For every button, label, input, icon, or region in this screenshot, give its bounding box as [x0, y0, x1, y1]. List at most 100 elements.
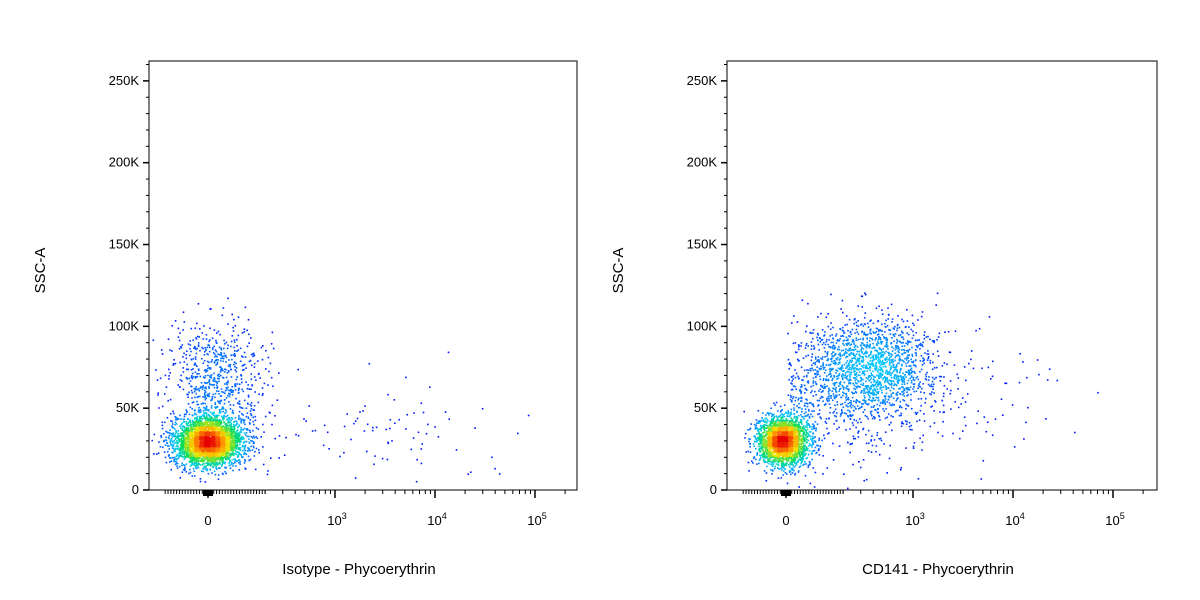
event-dot: [230, 345, 232, 348]
event-dot: [183, 429, 186, 431]
event-dot: [209, 455, 212, 458]
event-dot: [812, 332, 814, 334]
event-dot: [199, 409, 201, 412]
event-dot: [241, 407, 244, 409]
event-dot: [224, 449, 227, 452]
event-dot: [908, 340, 910, 343]
event-dot: [203, 415, 206, 417]
event-dot: [233, 435, 235, 437]
event-dot: [240, 375, 243, 377]
event-dot: [185, 442, 187, 445]
event-dot: [225, 381, 228, 384]
event-dot: [749, 451, 752, 453]
event-dot: [217, 430, 220, 432]
event-dot: [191, 453, 194, 456]
event-dot: [246, 450, 249, 452]
event-dot: [211, 448, 214, 451]
event-dot: [189, 424, 191, 427]
event-dot: [933, 410, 935, 412]
event-dot: [203, 354, 206, 356]
event-dot: [219, 467, 221, 469]
event-dot: [231, 418, 234, 420]
event-dot: [237, 425, 240, 428]
event-dot: [243, 453, 246, 455]
event-dot: [949, 392, 952, 395]
event-dot: [178, 465, 181, 468]
y-tick-label: 100K: [109, 318, 140, 333]
event-dot: [213, 378, 216, 381]
event-dot: [810, 348, 813, 350]
event-dot: [498, 473, 501, 475]
event-dot: [389, 427, 391, 430]
event-dot: [179, 444, 182, 446]
event-dot: [230, 424, 232, 426]
event-dot: [194, 447, 197, 449]
event-dot: [851, 328, 854, 331]
event-dot: [203, 455, 205, 457]
event-dot: [246, 428, 249, 430]
event-dot: [187, 453, 189, 455]
event-dot: [213, 384, 215, 386]
event-dot: [835, 335, 837, 337]
event-dot: [198, 423, 200, 426]
event-dot: [193, 464, 196, 467]
event-dot: [205, 334, 208, 336]
event-dot: [197, 411, 200, 413]
event-dot: [854, 332, 856, 334]
event-dot: [807, 464, 810, 467]
event-dot: [909, 428, 911, 431]
event-dot: [197, 454, 199, 457]
event-dot: [223, 450, 226, 452]
event-dot: [244, 306, 247, 309]
event-dot: [455, 449, 458, 451]
event-dot: [186, 430, 189, 432]
event-dot: [920, 391, 922, 393]
event-dot: [244, 459, 246, 461]
event-dot: [182, 450, 184, 453]
event-dot: [179, 452, 181, 454]
event-dot: [201, 414, 204, 416]
event-dot: [819, 388, 821, 390]
event-dot: [217, 447, 219, 450]
x-tick-label: 105: [527, 511, 546, 528]
event-dot: [182, 448, 184, 451]
event-dot: [229, 428, 232, 431]
event-dot: [172, 445, 175, 447]
event-dot: [232, 404, 235, 406]
event-dot: [205, 433, 208, 436]
event-dot: [926, 371, 928, 374]
event-dot: [190, 450, 192, 453]
event-dot: [208, 432, 211, 434]
event-dot: [213, 431, 216, 433]
event-dot: [196, 396, 199, 399]
event-dot: [180, 441, 183, 443]
event-dot: [217, 330, 220, 333]
event-dot: [234, 355, 236, 357]
event-dot: [219, 426, 222, 429]
event-dot: [208, 414, 210, 417]
event-dot: [235, 437, 237, 440]
event-dot: [812, 467, 815, 469]
event-dot: [227, 442, 229, 445]
event-dot: [213, 428, 215, 430]
event-dot: [929, 393, 931, 395]
event-dot: [214, 419, 216, 422]
event-dot: [912, 445, 915, 448]
event-dot: [1036, 359, 1039, 361]
event-dot: [867, 326, 870, 328]
event-dot: [220, 437, 223, 440]
event-dot: [183, 453, 185, 456]
event-dot: [246, 402, 249, 405]
event-dot: [198, 426, 200, 429]
event-dot: [218, 393, 220, 395]
event-dot: [208, 447, 210, 450]
event-dot: [920, 405, 922, 407]
event-dot: [220, 453, 223, 456]
event-dot: [823, 437, 826, 440]
event-dot: [237, 447, 239, 449]
event-dot: [189, 427, 192, 429]
event-dot: [234, 441, 237, 444]
x-axis-label-isotype: Isotype - Phycoerythrin: [282, 561, 435, 578]
event-dot: [899, 400, 902, 403]
event-dot: [210, 441, 213, 443]
